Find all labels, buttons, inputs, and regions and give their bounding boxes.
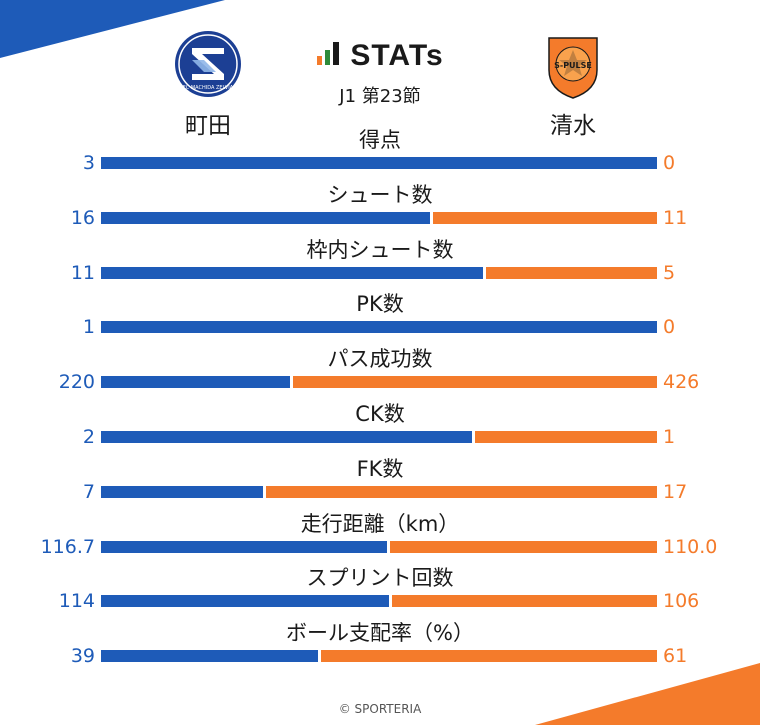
home-value: 2 [82,426,95,448]
home-bar [101,485,263,498]
home-value: 7 [82,480,95,503]
home-value: 39 [70,645,95,668]
stat-label: 得点 [359,128,401,152]
home-value: 220 [58,371,95,394]
away-bar [392,595,657,608]
away-value: 110.0 [663,535,718,558]
stat-row: シュート数 16 11 [0,182,760,237]
home-bar [101,540,387,553]
stat-label: スプリント回数 [306,566,454,591]
home-value: 3 [82,152,95,174]
away-value: 5 [663,261,676,284]
stat-label: ボール支配率（%） [286,621,474,646]
stat-row: パス成功数 220 426 [0,346,760,401]
corner-decoration-bottom-right [535,663,760,725]
home-bar [101,650,318,663]
home-value: 16 [70,206,95,229]
stat-row: CK数 2 1 [0,401,760,456]
away-bar [475,431,657,443]
away-value: 106 [663,590,700,613]
stat-row: ボール支配率（%） 39 61 [0,620,760,675]
stat-row: FK数 7 17 [0,456,760,511]
away-bar [266,485,657,498]
away-value: 426 [663,371,700,394]
away-value: 0 [663,152,676,174]
away-bar [293,376,657,389]
away-value: 11 [663,206,688,229]
stat-label: パス成功数 [327,347,433,372]
home-bar [101,157,657,169]
away-value: 1 [663,426,676,448]
stat-label: シュート数 [327,182,433,207]
home-bar [101,211,430,224]
home-value: 1 [82,316,95,339]
away-bar [486,266,657,279]
page-title: STATs [0,38,760,73]
stat-label: PK数 [356,292,404,317]
home-bar [101,321,657,334]
home-value: 11 [70,261,95,284]
stats-bars-icon [317,42,340,65]
away-team-emblem: S-PULSE [548,37,598,99]
away-emblem-text: S-PULSE [554,61,592,70]
home-emblem-text: FC MACHIDA ZELVIA [183,85,234,91]
home-bar [101,431,472,443]
away-value: 0 [663,316,676,339]
corner-decoration-top-left [0,0,225,58]
away-bar [321,650,657,663]
stat-row: 走行距離（km） 116.7 110.0 [0,511,760,566]
away-bar [390,540,657,553]
stat-row: PK数 1 0 [0,291,760,346]
stat-row: 得点 3 0 [0,127,760,182]
home-bar [101,595,389,608]
stat-label: 枠内シュート数 [306,237,454,262]
home-value: 116.7 [40,535,95,558]
away-value: 17 [663,480,688,503]
title-text: STATs [350,39,444,73]
away-value: 61 [663,645,688,668]
stat-label: CK数 [355,402,405,426]
stat-row: 枠内シュート数 11 5 [0,237,760,292]
stat-label: 走行距離（km） [300,511,460,536]
stat-label: FK数 [356,456,404,481]
home-value: 114 [58,590,95,613]
away-team-name: 清水 [550,113,596,139]
copyright: © SPORTERIA [338,702,422,716]
match-round: J1 第23節 [339,86,421,107]
home-team-emblem: FC MACHIDA ZELVIA [175,31,241,97]
away-bar [433,211,657,224]
home-bar [101,376,290,389]
home-bar [101,266,483,279]
home-team-name: 町田 [185,113,231,139]
stat-row: スプリント回数 114 106 [0,565,760,620]
